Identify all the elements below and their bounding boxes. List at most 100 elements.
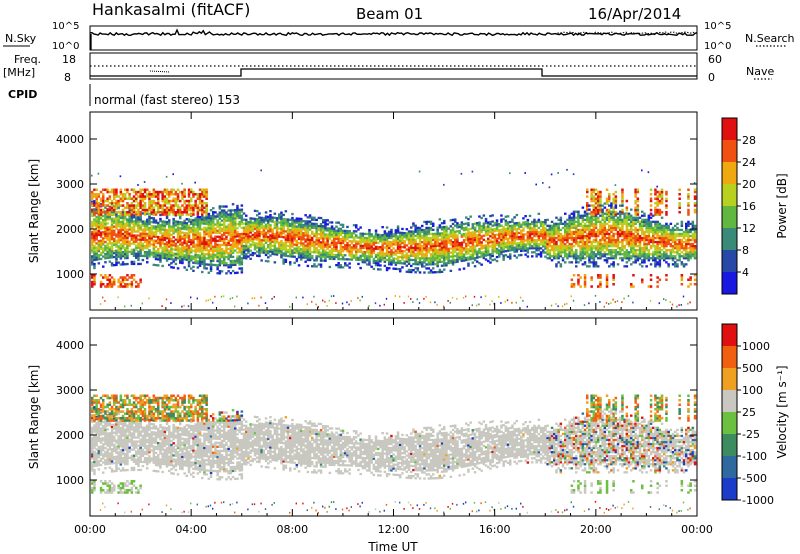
power-cell <box>482 244 486 248</box>
power-cell <box>577 236 580 240</box>
power-cell <box>278 213 281 216</box>
power-cell <box>159 242 162 245</box>
power-cell <box>242 252 246 256</box>
power-cell <box>267 256 270 259</box>
power-cell <box>130 250 134 253</box>
power-cell <box>124 250 127 254</box>
power-cell <box>179 206 182 209</box>
power-cell <box>223 233 226 236</box>
power-cell <box>465 232 468 235</box>
power-cell <box>456 242 459 245</box>
power-cell <box>315 222 318 226</box>
power-cell <box>102 193 105 196</box>
power-cell <box>363 236 367 240</box>
power-cell <box>533 247 536 250</box>
power-cell <box>163 232 167 235</box>
power-cell <box>597 195 600 198</box>
power-cell <box>308 238 312 241</box>
power-cell <box>451 228 455 232</box>
power-cell <box>168 223 171 226</box>
power-cell <box>427 261 431 264</box>
power-cell <box>172 258 175 261</box>
power-cell <box>454 234 457 237</box>
power-cell <box>150 231 153 234</box>
power-cell <box>429 261 433 264</box>
power-cell <box>590 188 593 191</box>
power-cell <box>201 228 204 231</box>
power-cell <box>561 245 565 248</box>
power-cell <box>436 244 439 247</box>
power-cell <box>135 204 138 207</box>
power-cell <box>95 222 98 225</box>
power-cell <box>163 220 167 223</box>
power-cell <box>339 243 343 247</box>
power-cell <box>564 245 567 248</box>
power-cell <box>326 227 329 230</box>
power-cell <box>440 232 444 235</box>
power-cell <box>445 256 448 259</box>
power-cell <box>196 240 200 243</box>
power-cell <box>328 251 332 254</box>
power-cell <box>599 283 602 286</box>
power-cell <box>429 226 433 230</box>
power-cell <box>401 258 404 261</box>
power-cell <box>495 249 499 253</box>
power-cell <box>577 222 580 225</box>
power-cell <box>456 224 459 227</box>
power-cell <box>438 224 442 227</box>
power-cell <box>291 241 294 244</box>
power-cell <box>322 251 325 254</box>
power-cell <box>535 241 538 244</box>
power-cell <box>289 243 292 246</box>
power-cell <box>319 255 323 258</box>
power-cell <box>229 259 233 263</box>
power-cell <box>555 247 558 250</box>
power-cell <box>506 249 510 252</box>
power-cell <box>566 253 569 256</box>
power-cell <box>203 252 206 256</box>
power-cell <box>181 204 184 207</box>
power-cell <box>487 229 490 232</box>
power-cell <box>410 240 413 243</box>
power-cell <box>590 213 593 216</box>
power-cell <box>124 222 127 225</box>
power-cell <box>432 267 435 270</box>
power-cell <box>346 244 349 247</box>
power-cell <box>434 238 437 241</box>
power-cell <box>590 257 593 260</box>
power-cell <box>416 246 420 250</box>
power-cell <box>588 224 591 227</box>
power-cell <box>267 227 270 231</box>
power-cell <box>91 245 94 248</box>
power-cell <box>333 295 335 297</box>
power-cell <box>438 252 442 255</box>
power-cell <box>352 244 356 247</box>
power-cell <box>550 236 554 240</box>
power-cell <box>366 255 369 258</box>
power-cell <box>553 236 556 240</box>
power-cell <box>137 202 140 205</box>
power-cell <box>440 244 444 247</box>
power-cell <box>381 258 384 261</box>
power-cell <box>427 259 431 262</box>
power-cell <box>594 236 598 240</box>
power-cell <box>209 225 213 228</box>
power-cell <box>181 255 184 259</box>
power-cell <box>176 234 180 238</box>
power-cell <box>275 241 279 244</box>
power-cell <box>355 258 358 261</box>
power-cell <box>163 224 167 227</box>
power-cell <box>564 242 567 246</box>
power-cell <box>396 261 400 265</box>
power-cell <box>396 235 400 238</box>
power-cell <box>91 197 94 200</box>
power-cell <box>170 302 172 304</box>
power-cell <box>238 214 241 218</box>
power-cell <box>121 224 125 227</box>
power-cell <box>438 218 442 221</box>
freq-tick-top: 18 <box>62 53 76 66</box>
power-cell <box>583 242 587 246</box>
power-cell <box>192 193 195 196</box>
power-cell <box>174 262 178 266</box>
power-cell <box>414 263 417 266</box>
